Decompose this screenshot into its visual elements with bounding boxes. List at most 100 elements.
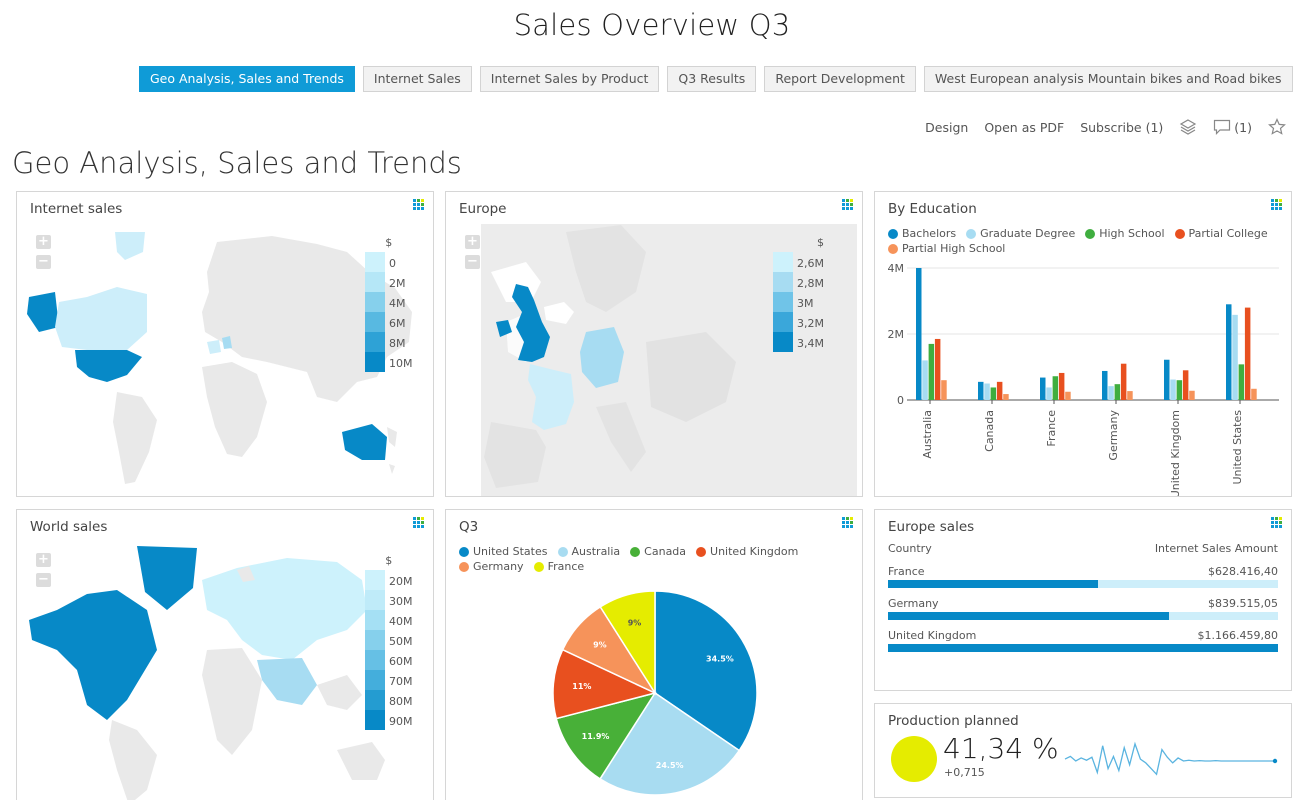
bar-united-kingdom-graduate-degree[interactable] <box>1170 379 1176 400</box>
scale-label: 2M <box>389 277 406 290</box>
bar-australia-bachelors[interactable] <box>916 268 922 400</box>
scale-label: 10M <box>389 357 413 370</box>
legend-label: Partial High School <box>902 242 1006 255</box>
zoom-out-button[interactable]: − <box>36 255 51 269</box>
bar-canada-high-school[interactable] <box>990 387 997 400</box>
bar-united-states-bachelors[interactable] <box>1226 304 1232 400</box>
bar-australia-partial-college[interactable] <box>934 338 941 400</box>
amount-cell: $628.416,40 <box>1208 565 1278 578</box>
table-row[interactable]: France $628.416,40 <box>888 565 1278 588</box>
bar-canada-bachelors[interactable] <box>978 381 984 400</box>
scale-currency: $ <box>385 554 393 567</box>
legend-item-australia[interactable]: Australia <box>557 545 621 558</box>
bar-australia-graduate-degree[interactable] <box>922 360 928 400</box>
bar-france-high-school[interactable] <box>1052 376 1059 400</box>
bar-united-states-graduate-degree[interactable] <box>1232 314 1238 400</box>
legend-item-graduate-degree[interactable]: Graduate Degree <box>966 227 1075 240</box>
bar-canada-partial-high-school[interactable] <box>1003 394 1009 400</box>
bar-france-graduate-degree[interactable] <box>1046 387 1052 400</box>
zoom-in-button[interactable]: + <box>36 235 51 249</box>
legend-label: France <box>547 560 585 573</box>
tab-geo-analysis[interactable]: Geo Analysis, Sales and Trends <box>139 66 355 92</box>
widget-menu-icon[interactable] <box>842 517 854 529</box>
bar-germany-partial-college[interactable] <box>1120 363 1127 400</box>
bar-united-kingdom-high-school[interactable] <box>1176 380 1183 400</box>
amount-bar <box>888 644 1278 652</box>
pie-slice-united-states[interactable] <box>654 590 758 752</box>
x-tick-label: Germany <box>1107 410 1120 461</box>
bar-canada-partial-college[interactable] <box>996 381 1003 400</box>
bar-united-states-partial-high-school[interactable] <box>1251 388 1257 400</box>
scale-label: 70M <box>389 675 413 688</box>
tab-internet-sales[interactable]: Internet Sales <box>362 66 472 92</box>
bar-germany-graduate-degree[interactable] <box>1108 386 1114 400</box>
zoom-out-button[interactable]: − <box>36 573 51 587</box>
card-title: Internet sales <box>30 201 123 217</box>
bar-united-kingdom-partial-college[interactable] <box>1182 370 1189 400</box>
bar-united-states-high-school[interactable] <box>1238 364 1245 400</box>
bar-united-kingdom-partial-high-school[interactable] <box>1189 390 1195 400</box>
education-bar-chart: 0 2M 4M Australia Canada France Germany United … <box>888 262 1279 496</box>
widget-menu-icon[interactable] <box>413 199 425 211</box>
legend-marker <box>533 561 544 572</box>
legend-item-france[interactable]: France <box>533 560 585 573</box>
chart-legend: Bachelors Graduate Degree High School Parti… <box>888 227 1278 255</box>
bar-france-partial-college[interactable] <box>1058 372 1065 400</box>
amount-cell: $839.515,05 <box>1208 597 1278 610</box>
tab-report-development[interactable]: Report Development <box>764 66 916 92</box>
world-map[interactable] <box>17 192 434 497</box>
legend-item-canada[interactable]: Canada <box>630 545 686 558</box>
bar-united-states-partial-college[interactable] <box>1244 307 1251 400</box>
q3-card: Q3 United States Australia Canada United Ki… <box>445 509 863 800</box>
open-pdf-link[interactable]: Open as PDF <box>984 119 1065 135</box>
widget-menu-icon[interactable] <box>842 199 854 211</box>
zoom-in-button[interactable]: + <box>36 553 51 567</box>
widget-menu-icon[interactable] <box>1271 517 1283 529</box>
tab-internet-sales-by-product[interactable]: Internet Sales by Product <box>479 66 660 92</box>
bar-united-kingdom-bachelors[interactable] <box>1164 359 1170 400</box>
tab-q3-results[interactable]: Q3 Results <box>667 66 757 92</box>
world-map[interactable] <box>17 510 434 800</box>
europe-map[interactable] <box>446 192 863 497</box>
bar-germany-high-school[interactable] <box>1114 384 1121 400</box>
bar-canada-graduate-degree[interactable] <box>984 383 990 401</box>
design-link[interactable]: Design <box>925 119 969 135</box>
legend-item-partial-high-school[interactable]: Partial High School <box>888 242 1005 255</box>
pie-slice-united-kingdom[interactable] <box>552 648 658 720</box>
bar-australia-partial-high-school[interactable] <box>941 380 947 400</box>
legend-item-partial-college[interactable]: Partial College <box>1174 227 1268 240</box>
legend-item-united-states[interactable]: United States <box>459 545 548 558</box>
legend-item-united-kingdom[interactable]: United Kingdom <box>696 545 798 558</box>
pie-slice-canada[interactable] <box>555 691 657 780</box>
tab-west-european-analysis[interactable]: West European analysis Mountain bikes an… <box>923 66 1293 92</box>
pie-slice-australia[interactable] <box>598 691 741 796</box>
world-sales-card: World sales + − $ 20M 30M 40M 50M 60M 70… <box>16 509 434 800</box>
bar-france-bachelors[interactable] <box>1040 377 1046 400</box>
column-header-country: Country <box>888 542 932 555</box>
pie-slice-france[interactable] <box>599 590 656 696</box>
x-tick-label: Australia <box>921 410 934 459</box>
legend-item-high-school[interactable]: High School <box>1085 227 1165 240</box>
bar-france-partial-high-school[interactable] <box>1065 391 1071 400</box>
table-row[interactable]: Germany $839.515,05 <box>888 597 1278 620</box>
widget-menu-icon[interactable] <box>413 517 425 529</box>
bar-germany-bachelors[interactable] <box>1102 370 1108 400</box>
legend-item-germany[interactable]: Germany <box>459 560 524 573</box>
comments-button[interactable]: (1) <box>1213 119 1252 135</box>
legend-label: Australia <box>571 545 621 558</box>
legend-item-bachelors[interactable]: Bachelors <box>888 227 956 240</box>
layers-icon[interactable] <box>1179 118 1197 136</box>
table-row[interactable]: United Kingdom $1.166.459,80 <box>888 629 1278 652</box>
scale-label: 30M <box>389 595 413 608</box>
bar-australia-high-school[interactable] <box>928 343 935 400</box>
subscribe-link[interactable]: Subscribe (1) <box>1080 119 1164 135</box>
zoom-in-button[interactable]: + <box>465 235 480 249</box>
legend-label: Canada <box>644 545 687 558</box>
bar-germany-partial-high-school[interactable] <box>1127 391 1133 400</box>
scale-label: 3M <box>797 297 814 310</box>
widget-menu-icon[interactable] <box>1271 199 1283 211</box>
zoom-out-button[interactable]: − <box>465 255 480 269</box>
scale-label: 2,8M <box>797 277 824 290</box>
favorite-star-icon[interactable] <box>1268 118 1286 136</box>
card-title: Production planned <box>888 713 1019 729</box>
